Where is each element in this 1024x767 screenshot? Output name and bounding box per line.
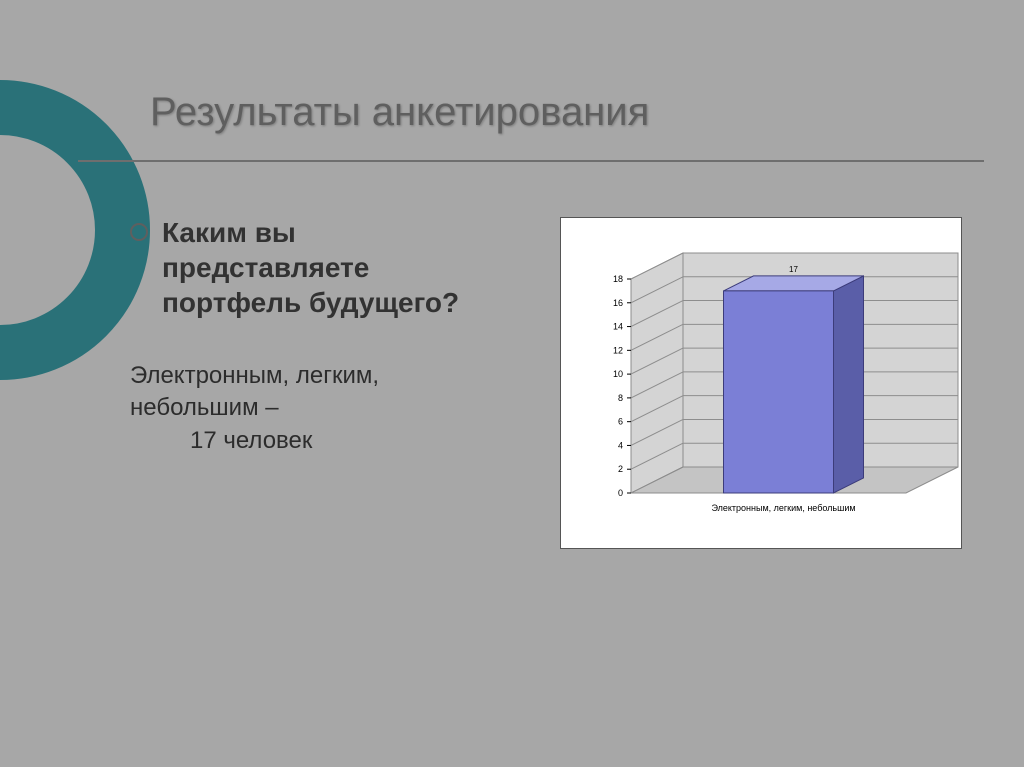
svg-text:14: 14 <box>613 322 623 332</box>
svg-text:10: 10 <box>613 369 623 379</box>
svg-text:16: 16 <box>613 298 623 308</box>
question-text: Каким вы представляете портфель будущего… <box>162 215 500 320</box>
svg-text:8: 8 <box>618 393 623 403</box>
svg-text:12: 12 <box>613 345 623 355</box>
svg-text:2: 2 <box>618 464 623 474</box>
bullet-icon <box>130 223 148 241</box>
svg-text:17: 17 <box>789 265 798 274</box>
slide-title: Результаты анкетирования <box>150 90 649 135</box>
body-content: Каким вы представляете портфель будущего… <box>130 215 500 457</box>
svg-text:4: 4 <box>618 440 623 450</box>
decorative-circle <box>0 80 150 380</box>
answer-block: Электронным, легким, небольшим – 17 чело… <box>130 360 500 457</box>
answer-line-2: 17 человек <box>190 425 500 457</box>
svg-text:Электронным, легким, небольшим: Электронным, легким, небольшим <box>711 503 855 513</box>
svg-text:6: 6 <box>618 417 623 427</box>
svg-text:18: 18 <box>613 274 623 284</box>
answer-line-1: Электронным, легким, небольшим – <box>130 360 500 425</box>
chart-container: 0 2 4 6 8 10 12 14 16 18 17 Электронным, легким, не… <box>560 217 962 549</box>
bullet-item: Каким вы представляете портфель будущего… <box>130 215 500 320</box>
title-underline <box>78 160 984 162</box>
svg-text:0: 0 <box>618 488 623 498</box>
bar-chart-3d: 0 2 4 6 8 10 12 14 16 18 17 Электронным, легким, не… <box>561 218 961 548</box>
slide: Результаты анкетирования Каким вы предст… <box>0 0 1024 767</box>
